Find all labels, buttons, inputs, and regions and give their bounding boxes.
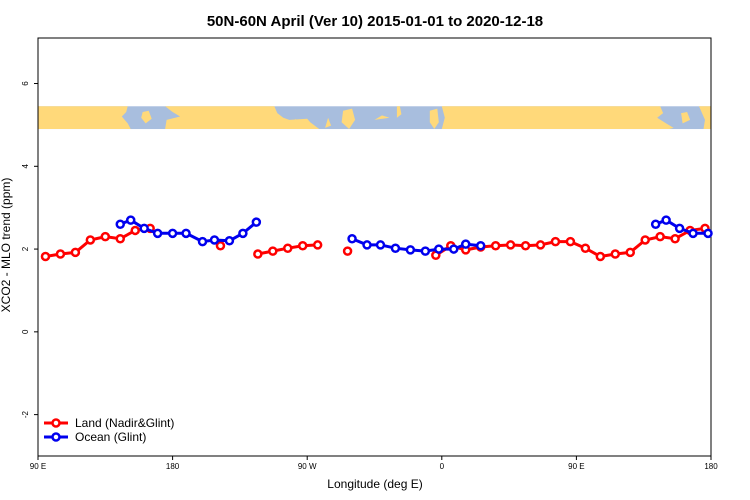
x-tick-label: 90 W <box>298 462 317 471</box>
data-point <box>167 228 178 239</box>
data-point <box>209 235 220 245</box>
data-point <box>670 233 680 244</box>
chart-title: 50N-60N April (Ver 10) 2015-01-01 to 202… <box>207 13 543 30</box>
map-land <box>295 118 302 127</box>
data-point <box>362 240 372 250</box>
x-tick-label: 0 <box>440 462 445 471</box>
series-ocean <box>115 215 713 256</box>
x-axis-label: Longitude (deg E) <box>327 477 422 491</box>
map-land <box>38 106 131 129</box>
data-point <box>375 240 386 250</box>
map-land <box>141 110 152 124</box>
data-point <box>253 249 263 259</box>
legend-label: Ocean (Glint) <box>75 430 146 444</box>
map-land <box>325 117 332 128</box>
legend: Land (Nadir&Glint)Ocean (Glint) <box>44 416 174 444</box>
legend-label: Land (Nadir&Glint) <box>75 416 174 430</box>
data-point <box>475 241 486 251</box>
data-point <box>312 240 323 250</box>
y-tick-label: -2 <box>21 411 30 419</box>
data-point <box>342 246 353 256</box>
map-land <box>441 106 674 129</box>
data-point <box>238 228 248 239</box>
data-point <box>580 243 591 253</box>
data-point <box>535 240 546 250</box>
data-point <box>703 228 713 239</box>
data-point <box>100 231 111 242</box>
map-land <box>341 108 356 129</box>
x-tick-label: 180 <box>166 462 180 471</box>
data-point <box>405 245 416 255</box>
map-land <box>396 106 402 118</box>
data-point <box>130 225 140 236</box>
data-point <box>505 240 516 250</box>
data-point <box>390 243 401 253</box>
data-point <box>215 241 226 251</box>
data-point <box>565 236 576 247</box>
legend-marker <box>51 432 61 442</box>
data-point <box>595 251 606 262</box>
x-axis: 90 E 180 90 W 0 90 E 180 <box>30 456 718 471</box>
data-point <box>490 241 501 251</box>
map-land <box>699 106 711 129</box>
data-point <box>152 228 163 239</box>
data-point <box>449 244 459 254</box>
x-tick-label: 90 E <box>568 462 584 471</box>
data-point <box>197 236 208 247</box>
world-map-band <box>38 106 711 130</box>
plot-frame <box>37 37 712 457</box>
data-point <box>661 215 671 225</box>
y-axis: -2 0 2 4 6 <box>21 81 38 418</box>
map-land <box>681 112 691 124</box>
y-tick-label: 6 <box>21 81 30 86</box>
data-point <box>251 217 262 227</box>
data-point <box>434 244 444 254</box>
data-point <box>655 231 665 242</box>
y-tick-label: 0 <box>21 329 30 334</box>
legend-marker <box>51 418 61 428</box>
data-point <box>139 223 149 234</box>
x-tick-label: 90 E <box>30 462 46 471</box>
data-point <box>297 241 308 251</box>
data-point <box>674 223 685 234</box>
y-tick-label: 4 <box>21 164 30 169</box>
data-point <box>115 233 126 244</box>
map-land <box>374 115 390 120</box>
data-point <box>224 236 235 246</box>
data-point <box>347 233 357 244</box>
x-tick-label: 180 <box>704 462 718 471</box>
data-point <box>115 219 126 229</box>
series-line <box>351 237 481 253</box>
data-point <box>268 246 278 256</box>
data-point <box>420 246 431 256</box>
map-land <box>429 108 439 129</box>
data-point <box>650 219 661 229</box>
map-land <box>165 106 320 129</box>
data-point <box>181 228 191 239</box>
data-point <box>550 236 561 247</box>
data-point <box>460 239 471 249</box>
data-point <box>55 249 66 259</box>
data-point <box>70 247 81 258</box>
data-point <box>40 251 51 262</box>
y-tick-label: 2 <box>21 246 30 251</box>
data-point <box>640 235 650 245</box>
data-point <box>610 249 621 259</box>
data-point <box>625 247 635 258</box>
data-point <box>688 228 698 239</box>
series-layer <box>40 215 713 262</box>
data-point <box>283 243 293 253</box>
y-axis-label: XCO2 - MLO trend (ppm) <box>0 178 13 313</box>
data-point <box>85 235 96 245</box>
data-point <box>125 215 136 225</box>
data-point <box>520 241 531 251</box>
